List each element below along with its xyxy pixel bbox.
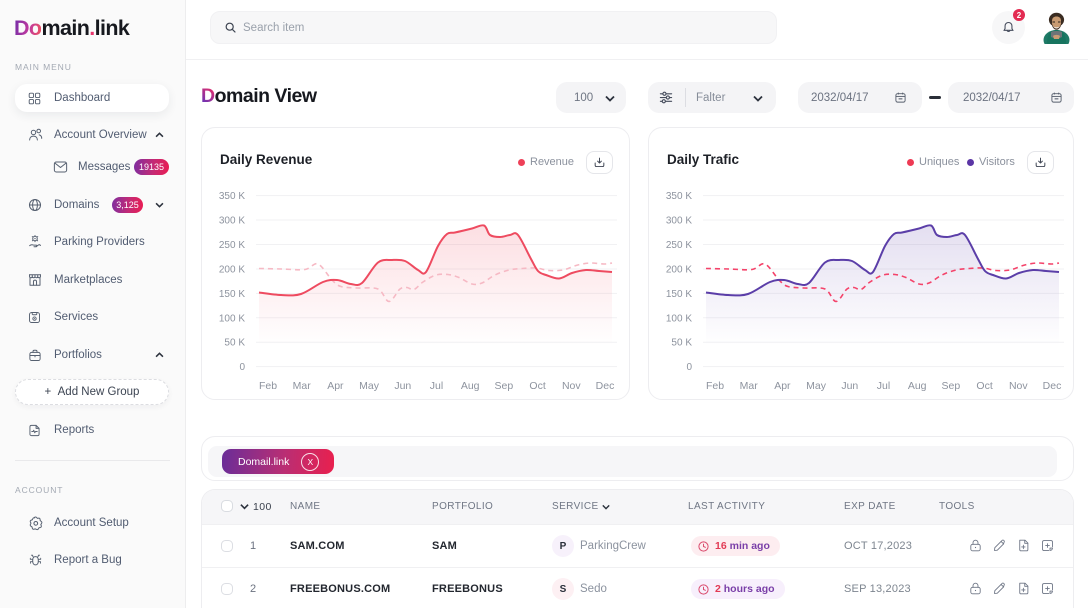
svg-text:200 K: 200 K <box>666 265 692 276</box>
svg-text:100 K: 100 K <box>219 313 245 324</box>
svg-text:Jul: Jul <box>430 380 443 392</box>
svg-text:Nov: Nov <box>1009 380 1028 392</box>
svg-text:Jun: Jun <box>841 380 858 392</box>
svg-text:200 K: 200 K <box>219 265 245 276</box>
svg-text:Sep: Sep <box>495 380 514 392</box>
svg-text:Dec: Dec <box>596 380 615 392</box>
svg-text:50 K: 50 K <box>224 338 245 349</box>
svg-text:Nov: Nov <box>562 380 581 392</box>
svg-text:Jun: Jun <box>394 380 411 392</box>
svg-text:250 K: 250 K <box>219 240 245 251</box>
svg-text:100 K: 100 K <box>666 313 692 324</box>
svg-text:May: May <box>359 380 380 392</box>
svg-text:May: May <box>806 380 827 392</box>
svg-text:0: 0 <box>239 362 245 373</box>
svg-text:Oct: Oct <box>976 380 992 392</box>
svg-text:Jul: Jul <box>877 380 890 392</box>
svg-text:250 K: 250 K <box>666 240 692 251</box>
svg-text:Aug: Aug <box>908 380 927 392</box>
svg-text:Mar: Mar <box>740 380 759 392</box>
svg-text:Aug: Aug <box>461 380 480 392</box>
svg-text:Apr: Apr <box>774 380 791 392</box>
svg-text:0: 0 <box>686 362 692 373</box>
svg-text:350 K: 350 K <box>666 191 692 202</box>
svg-text:Feb: Feb <box>259 380 277 392</box>
svg-text:Oct: Oct <box>529 380 545 392</box>
svg-text:Apr: Apr <box>327 380 344 392</box>
svg-text:Sep: Sep <box>942 380 961 392</box>
svg-text:Feb: Feb <box>706 380 724 392</box>
svg-text:Dec: Dec <box>1043 380 1062 392</box>
svg-text:150 K: 150 K <box>666 289 692 300</box>
svg-text:300 K: 300 K <box>219 216 245 227</box>
svg-text:150 K: 150 K <box>219 289 245 300</box>
svg-text:350 K: 350 K <box>219 191 245 202</box>
svg-text:Mar: Mar <box>293 380 312 392</box>
svg-text:300 K: 300 K <box>666 216 692 227</box>
svg-text:50 K: 50 K <box>671 338 692 349</box>
